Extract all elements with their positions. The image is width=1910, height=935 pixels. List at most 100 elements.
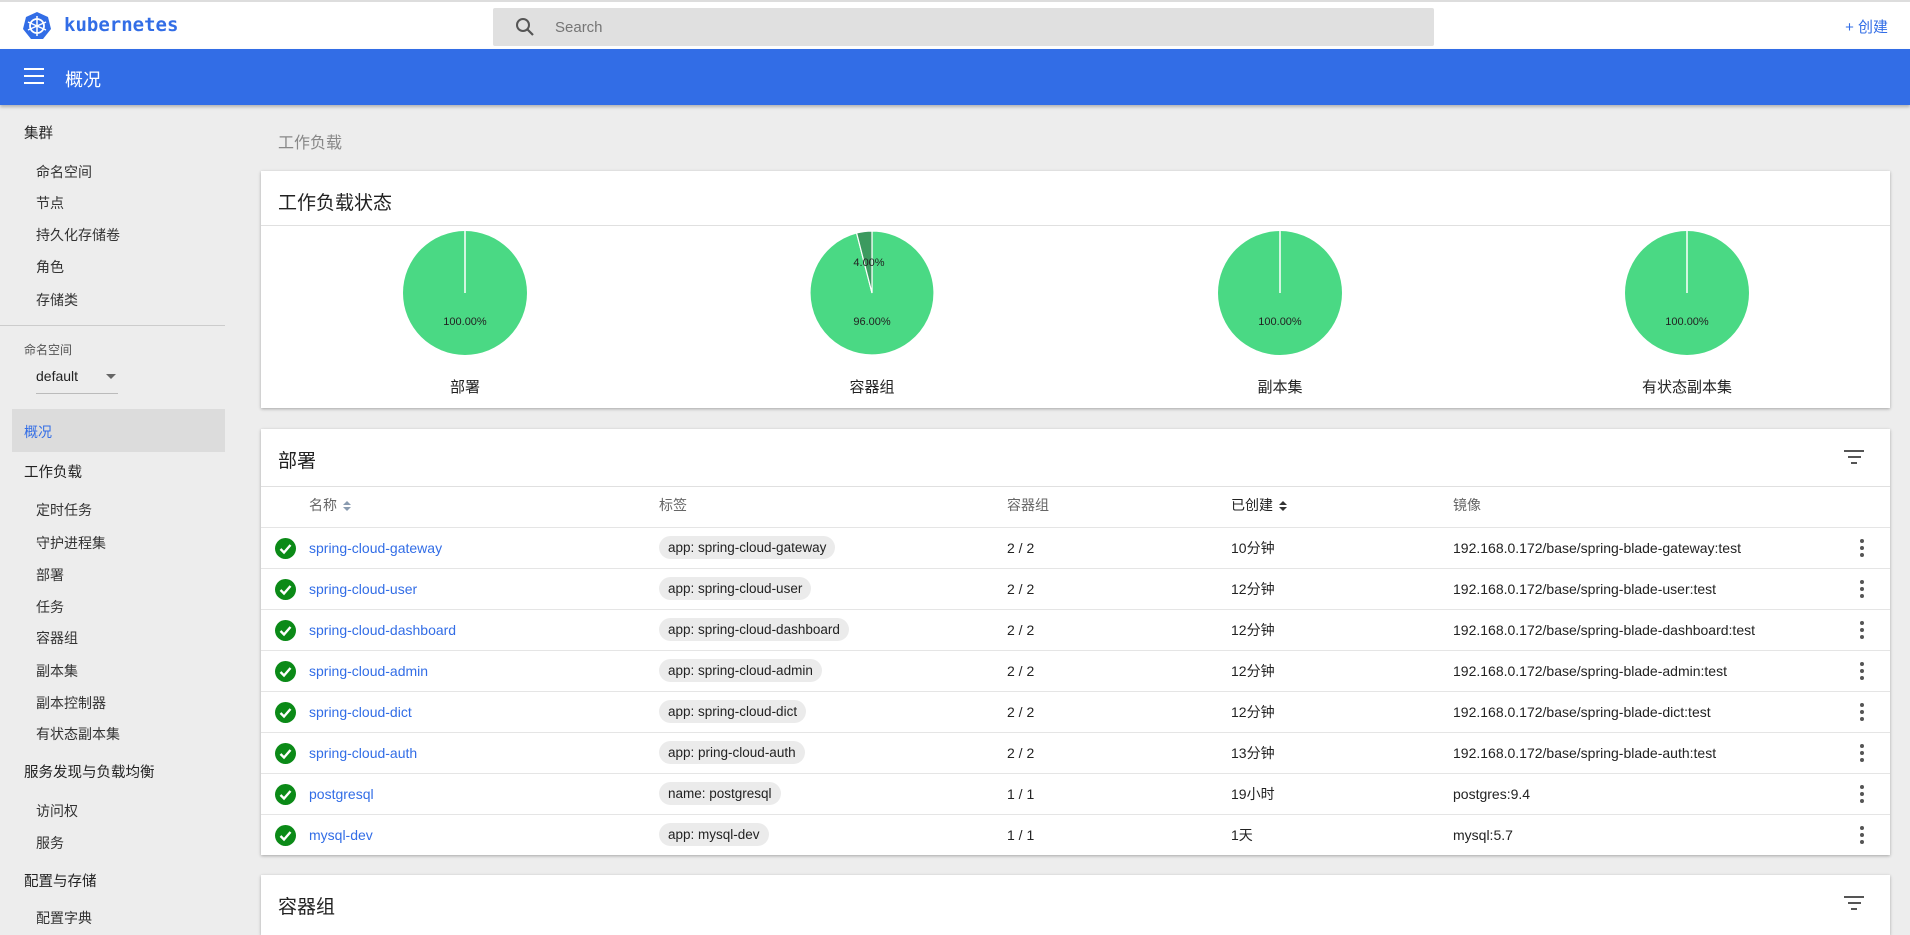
deployment-name-link[interactable]: spring-cloud-dict	[309, 704, 412, 720]
sidebar-item[interactable]: 命名空间	[36, 164, 92, 180]
deployment-name-link[interactable]: spring-cloud-gateway	[309, 540, 443, 556]
pie-slice-label: 100.00%	[1665, 316, 1709, 328]
search-icon	[516, 18, 534, 36]
sidebar-item[interactable]: 访问权	[36, 803, 78, 819]
check-circle-icon	[275, 825, 296, 846]
sidebar-item[interactable]: 部署	[36, 567, 64, 583]
pods-count: 2 / 2	[1007, 745, 1035, 761]
table-row: mysql-dev app: mysql-dev 1 / 1 1天 mysql:…	[261, 814, 1890, 855]
more-vert-icon[interactable]	[1857, 826, 1867, 846]
filter-icon[interactable]	[1844, 450, 1864, 464]
card-title: 部署	[278, 451, 317, 472]
table-row: spring-cloud-user app: spring-cloud-user…	[261, 568, 1890, 609]
sidebar-section-workloads[interactable]: 工作负载	[24, 465, 82, 481]
created-age: 12分钟	[1231, 663, 1275, 679]
deployment-name-link[interactable]: spring-cloud-admin	[309, 663, 429, 679]
sidebar-item[interactable]: 副本集	[36, 663, 78, 679]
filter-icon[interactable]	[1844, 896, 1864, 910]
sidebar-item[interactable]: 持久化存储卷	[36, 227, 120, 243]
pie-title: 有状态副本集	[1641, 379, 1732, 396]
more-vert-icon[interactable]	[1857, 580, 1867, 600]
chevron-down-icon	[106, 374, 116, 384]
sidebar-item[interactable]: 副本控制器	[36, 695, 106, 711]
sidebar-section-config[interactable]: 配置与存储	[24, 874, 97, 890]
sidebar-section-cluster[interactable]: 集群	[24, 126, 53, 142]
sidebar-item-overview[interactable]: 概况	[12, 409, 225, 452]
pie-slice-label: 4.00%	[853, 257, 885, 269]
pods-count: 1 / 1	[1007, 786, 1035, 802]
sidebar-item[interactable]: 容器组	[36, 630, 78, 646]
pie-slice	[855, 230, 873, 294]
deployment-name-link[interactable]: spring-cloud-dashboard	[309, 622, 457, 638]
pie-chart	[809, 230, 935, 356]
pods-count: 2 / 2	[1007, 581, 1035, 597]
pie-3[interactable]: 100.00% 有状态副本集	[1587, 229, 1787, 397]
created-age: 12分钟	[1231, 581, 1275, 597]
sidebar-section-discovery[interactable]: 服务发现与负载均衡	[24, 765, 155, 781]
more-vert-icon[interactable]	[1857, 785, 1867, 805]
sidebar-item[interactable]: 任务	[36, 599, 64, 615]
created-age: 1天	[1231, 827, 1253, 843]
deployment-name-link[interactable]: spring-cloud-user	[309, 581, 418, 597]
check-circle-icon	[275, 784, 296, 805]
table-row: spring-cloud-dict app: spring-cloud-dict…	[261, 691, 1890, 732]
sidebar-item[interactable]: 存储类	[36, 292, 78, 308]
more-vert-icon[interactable]	[1857, 539, 1867, 559]
menu-icon[interactable]	[24, 68, 44, 84]
breadcrumb[interactable]: 工作负载	[278, 135, 343, 152]
check-circle-icon	[275, 743, 296, 764]
image-name: 192.168.0.172/base/spring-blade-auth:tes…	[1453, 745, 1717, 761]
more-vert-icon[interactable]	[1857, 662, 1867, 682]
image-name: 192.168.0.172/base/spring-blade-dashboar…	[1453, 622, 1755, 638]
pie-1[interactable]: 96.00% 4.00% 容器组	[772, 229, 972, 397]
sidebar-item[interactable]: 有状态副本集	[36, 726, 120, 742]
label-chip: app: mysql-dev	[659, 823, 769, 846]
pie-chart	[403, 231, 527, 355]
pie-slice-label: 100.00%	[1258, 316, 1302, 328]
check-circle-icon	[275, 702, 296, 723]
sort-icon[interactable]	[343, 501, 351, 512]
column-header[interactable]: 名称	[309, 496, 351, 514]
image-name: mysql:5.7	[1453, 827, 1513, 843]
column-header[interactable]: 已创建	[1231, 496, 1287, 514]
sidebar-item[interactable]: 服务	[36, 835, 64, 851]
sidebar-item[interactable]: 节点	[36, 195, 64, 211]
pie-0[interactable]: 100.00% 部署	[365, 229, 565, 397]
label-chip: name: postgresql	[659, 782, 781, 805]
top-header: kubernetes + 创建	[0, 0, 1910, 49]
sort-icon[interactable]	[1279, 501, 1287, 512]
label-chip: app: spring-cloud-gateway	[659, 536, 836, 559]
check-circle-icon	[275, 661, 296, 682]
deployment-name-link[interactable]: spring-cloud-auth	[309, 745, 418, 761]
pie-chart	[1625, 231, 1749, 355]
sidebar-item[interactable]: 守护进程集	[36, 535, 106, 551]
pie-2[interactable]: 100.00% 副本集	[1180, 229, 1380, 397]
search-box[interactable]	[493, 8, 1434, 46]
namespace-label: 命名空间	[24, 343, 73, 357]
label-chip: app: spring-cloud-dict	[659, 700, 807, 723]
more-vert-icon[interactable]	[1857, 621, 1867, 641]
pie-title: 容器组	[849, 379, 895, 396]
column-header: 容器组	[1007, 497, 1049, 513]
label-chip: app: pring-cloud-auth	[659, 741, 805, 764]
deployment-name-link[interactable]: postgresql	[309, 786, 374, 802]
create-button[interactable]: + 创建	[1845, 19, 1888, 36]
sidebar-item[interactable]: 配置字典	[36, 910, 92, 926]
deployment-name-link[interactable]: mysql-dev	[309, 827, 373, 843]
kubernetes-logo-icon[interactable]	[22, 11, 52, 41]
workload-status-card: 工作负载状态 100.00% 部署 96.00% 4.00% 容器组 100.00% 副本集…	[261, 171, 1890, 408]
more-vert-icon[interactable]	[1857, 703, 1867, 723]
page-title: 概况	[65, 70, 101, 90]
namespace-select[interactable]: default	[36, 368, 118, 394]
image-name: postgres:9.4	[1453, 786, 1531, 802]
more-vert-icon[interactable]	[1857, 744, 1867, 764]
pods-count: 2 / 2	[1007, 540, 1035, 556]
sidebar-item[interactable]: 角色	[36, 259, 64, 275]
search-input[interactable]	[555, 8, 1355, 46]
created-age: 10分钟	[1231, 540, 1275, 556]
pie-title: 部署	[449, 379, 480, 396]
brand-name[interactable]: kubernetes	[64, 14, 179, 36]
check-circle-icon	[275, 579, 296, 600]
sidebar-item[interactable]: 定时任务	[36, 502, 92, 518]
column-header: 镜像	[1453, 497, 1481, 513]
